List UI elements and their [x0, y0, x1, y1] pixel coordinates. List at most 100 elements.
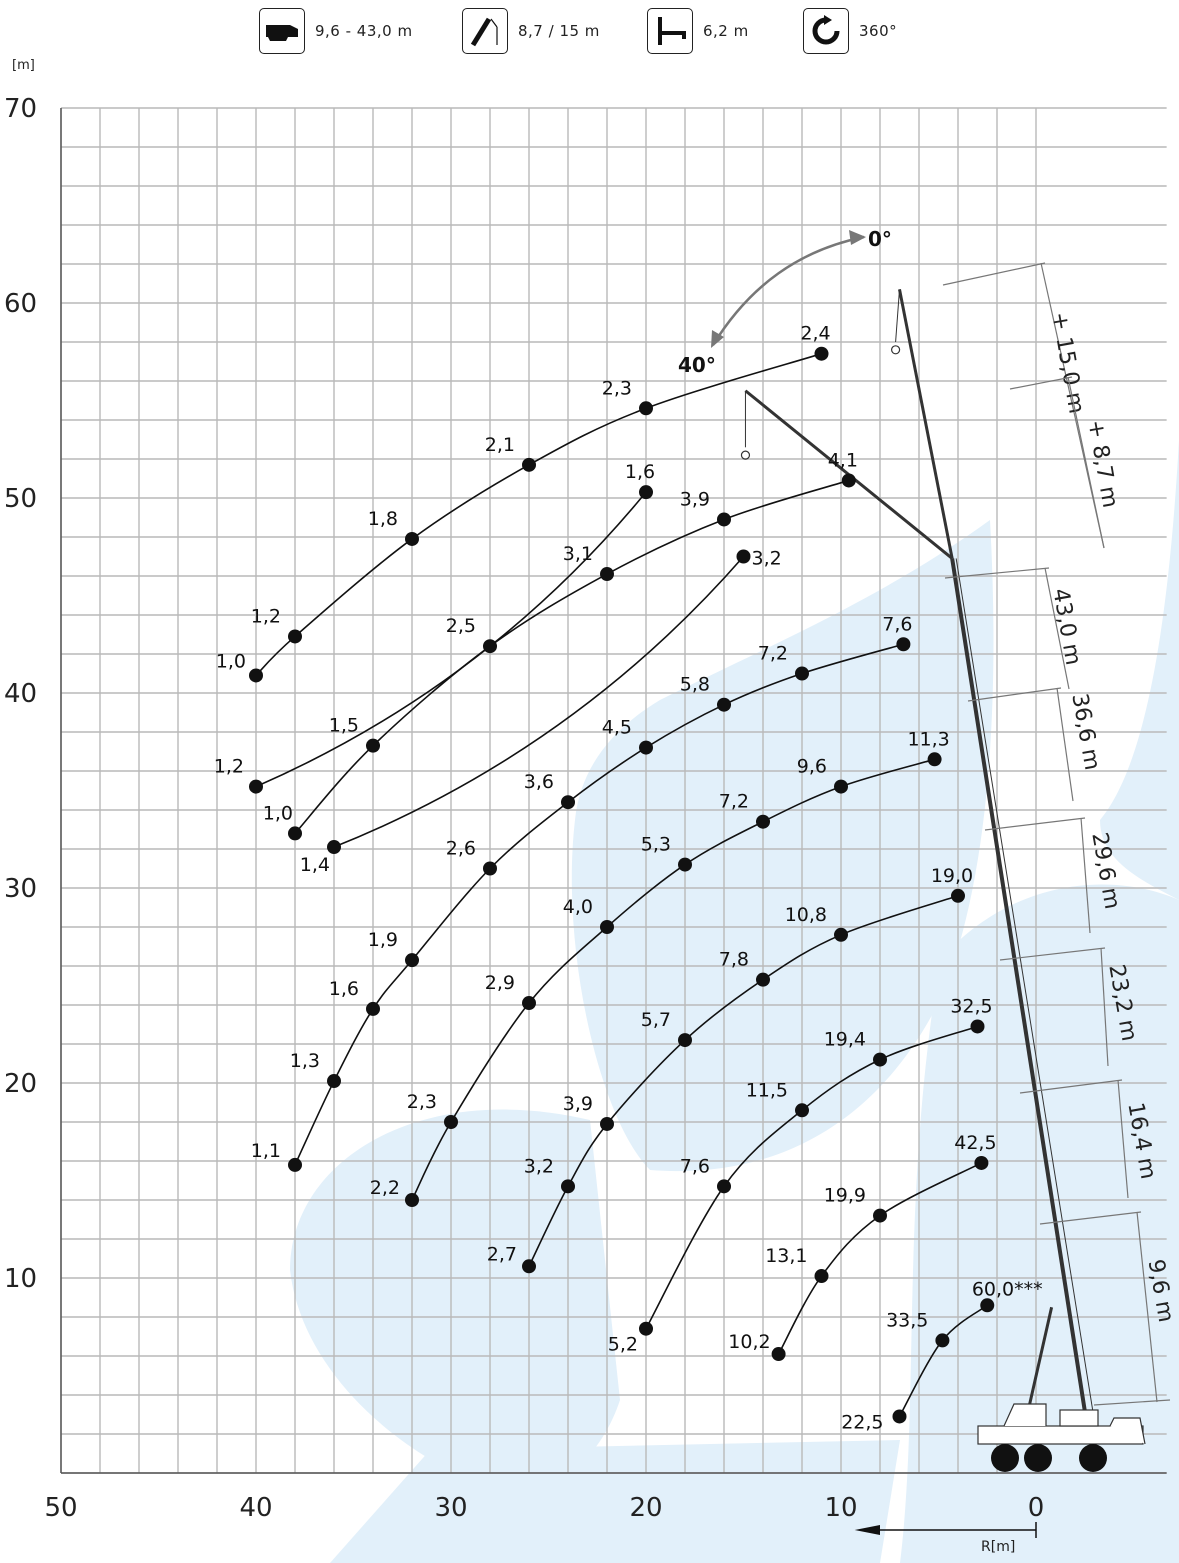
load-point: [736, 549, 751, 564]
load-value-label: 10,8: [785, 904, 827, 926]
boom-length-label: + 15,0 m: [1046, 310, 1088, 416]
luffing-annotations: 0° 40°: [678, 227, 892, 377]
load-point: [522, 457, 536, 472]
load-point: [639, 740, 653, 755]
load-value-label: 19,0: [931, 865, 973, 887]
load-point: [951, 888, 965, 903]
load-value-label: 10,2: [728, 1331, 770, 1353]
dimension-extension-line: [944, 567, 1050, 579]
load-point: [873, 1208, 887, 1223]
dimension-line: [1056, 687, 1074, 802]
load-value-label: 2,4: [800, 323, 830, 345]
slewing-360-icon: [803, 8, 849, 54]
dimension-extension-line: [984, 817, 1086, 831]
load-value-label: 2,7: [487, 1243, 517, 1265]
load-value-label: 5,3: [641, 834, 671, 856]
load-point: [639, 401, 653, 416]
load-value-label: 2,2: [370, 1177, 400, 1199]
load-point: [892, 1409, 907, 1424]
load-curves: 1,0 1,2 1,8 2,1 2,3 2,4 1,2 1,6 1,0 1,5 2,5 3,1 3,9 4…: [214, 323, 1043, 1434]
load-point: [639, 1321, 653, 1336]
load-value-label: 3,6: [524, 771, 554, 793]
dimension-line: [1100, 947, 1109, 1067]
spec-boom-length: 9,6 - 43,0 m: [259, 6, 413, 56]
load-point: [896, 637, 911, 652]
radius-arrow-head: [854, 1525, 880, 1535]
load-value-label: 3,9: [680, 488, 710, 510]
load-value-label: 2,5: [446, 615, 476, 637]
boom-length-icon: [259, 8, 305, 54]
x-tick-label: 30: [434, 1493, 467, 1523]
y-axis-unit: [m]: [12, 58, 35, 73]
y-tick-label: 70: [4, 94, 37, 124]
load-point: [717, 1179, 731, 1194]
load-point: [561, 795, 575, 810]
load-value-label: 7,2: [719, 791, 749, 813]
axes: 50 40 30 20 10 0 10 20 30 40 50 60 70: [4, 94, 1167, 1538]
load-value-label: 1,8: [368, 508, 398, 530]
load-point: [405, 531, 419, 546]
load-point: [814, 346, 829, 361]
load-point: [678, 1033, 692, 1048]
load-point: [935, 1333, 950, 1348]
load-value-label: 42,5: [954, 1132, 996, 1154]
load-curve: [777, 1162, 982, 1355]
angle-annotation: 0°: [868, 227, 892, 251]
load-point: [600, 1116, 614, 1131]
load-point: [249, 779, 263, 794]
load-value-label: 1,9: [368, 929, 398, 951]
load-value-label: 11,5: [746, 1079, 788, 1101]
load-point: [771, 1347, 786, 1362]
load-value-label: 2,3: [407, 1091, 437, 1113]
load-point: [927, 752, 942, 767]
y-tick-label: 20: [4, 1069, 37, 1099]
load-value-label: 1,4: [300, 854, 330, 876]
load-point: [717, 512, 731, 527]
boom-length-label: + 8,7 m: [1082, 418, 1122, 510]
dimension-extension-line: [999, 947, 1106, 961]
load-value-label: 1,5: [329, 715, 359, 737]
load-value-label: 13,1: [765, 1245, 807, 1267]
load-point: [873, 1052, 887, 1067]
load-point: [834, 927, 848, 942]
x-tick-label: 20: [629, 1493, 662, 1523]
boom-length-label: 43,0 m: [1047, 587, 1085, 668]
load-value-label: 9,6: [797, 756, 827, 778]
load-value-label: 5,7: [641, 1009, 671, 1031]
luffing-arrow-head: [849, 230, 866, 245]
load-value-label: 19,9: [824, 1185, 866, 1207]
dimension-extension-line: [942, 262, 1046, 286]
outrigger-icon: [647, 8, 693, 54]
spec-jib: 8,7 / 15 m: [462, 6, 600, 56]
load-point: [249, 668, 263, 683]
x-tick-label: 10: [824, 1493, 857, 1523]
luffing-cylinder: [1026, 1306, 1054, 1411]
load-value-label: 2,1: [485, 434, 515, 456]
wheel: [991, 1444, 1019, 1472]
dimension-extension-line: [1093, 1399, 1171, 1406]
load-value-label: 3,2: [524, 1155, 554, 1177]
dimension-extension-line: [1019, 1079, 1123, 1094]
dimension-line: [1067, 376, 1105, 549]
spec-outrigger-label: 6,2 m: [703, 22, 749, 40]
load-point: [327, 840, 341, 855]
load-value-label: 32,5: [950, 995, 992, 1017]
load-value-label: 7,6: [882, 613, 912, 635]
spec-jib-label: 8,7 / 15 m: [518, 22, 600, 40]
y-tick-label: 10: [4, 1264, 37, 1294]
turret: [1059, 1409, 1099, 1427]
load-value-label: 22,5: [841, 1411, 883, 1433]
load-point: [405, 953, 419, 968]
load-point: [600, 920, 614, 934]
load-value-label: 7,8: [719, 949, 749, 971]
load-value-label: 1,6: [329, 978, 359, 1000]
load-point: [717, 697, 731, 712]
load-point: [795, 666, 809, 681]
load-value-label: 33,5: [886, 1309, 928, 1331]
load-value-label: 7,6: [680, 1155, 710, 1177]
load-curve: [411, 758, 935, 1201]
load-value-label: 2,9: [485, 972, 515, 994]
hook-rope: [895, 289, 900, 343]
load-point: [483, 861, 497, 876]
